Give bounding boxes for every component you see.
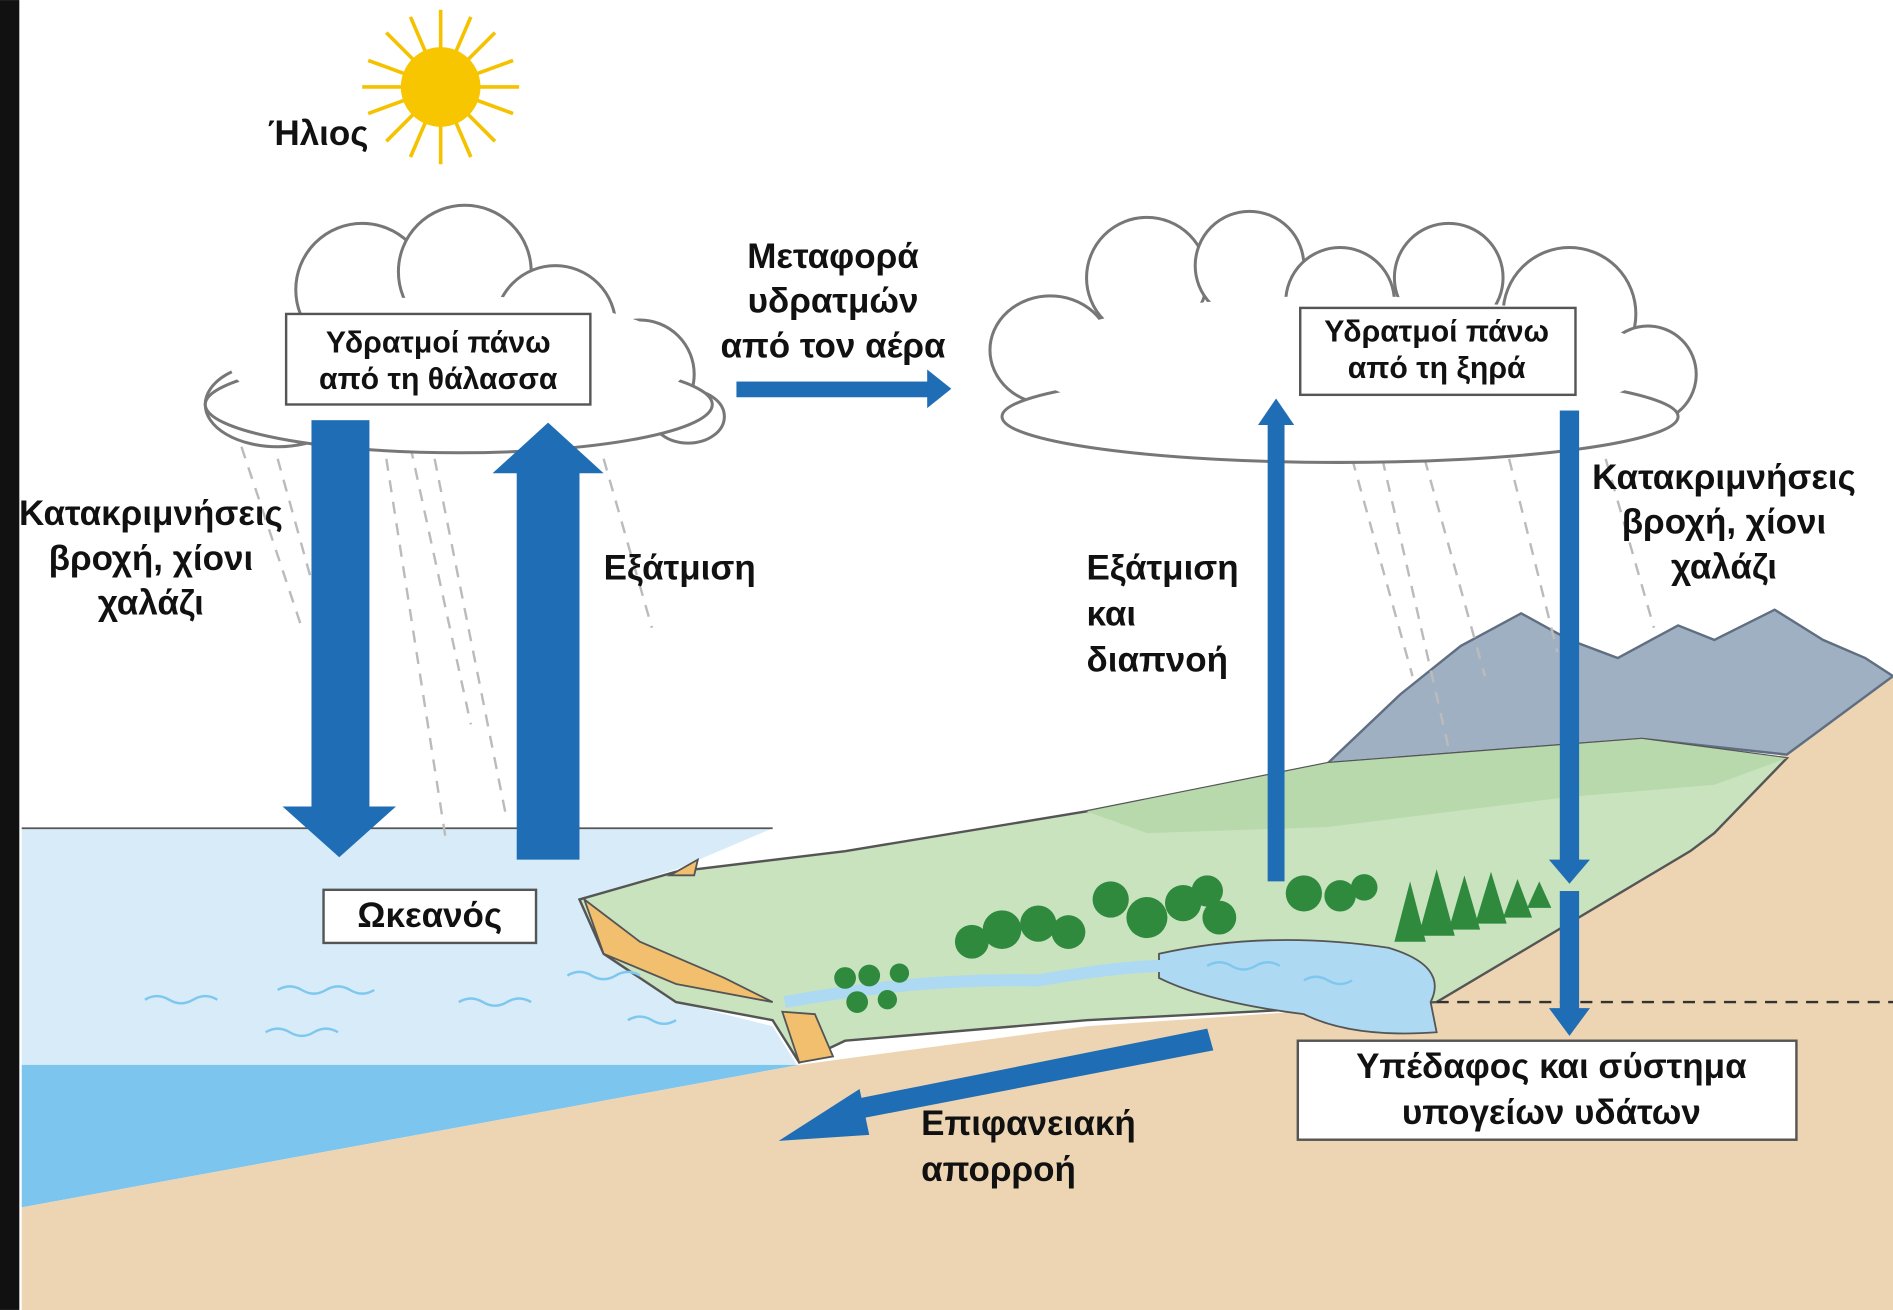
sea-vapor-label: από τη θάλασσα — [319, 363, 558, 396]
groundwater-label: Υπέδαφος και σύστημα — [1356, 1047, 1747, 1086]
transport-label: από τον αέρα — [720, 326, 946, 365]
evaporation-label: Εξάτμιση — [604, 549, 756, 588]
land-vapor-label: Υδρατμοί πάνω — [1324, 316, 1549, 349]
precipitation-label: χαλάζι — [98, 584, 204, 623]
land-vapor-label: από τη ξηρά — [1348, 352, 1526, 385]
precipitation-label: Κατακριμνήσεις — [1592, 458, 1856, 497]
ocean-label: Ωκεανός — [357, 896, 502, 935]
left-border — [0, 0, 19, 1310]
diagram: Ήλιος Εξάτμιση Ωκεανός Υδρατμοί πάνωαπό … — [0, 0, 1893, 1310]
precipitation-label: Κατακριμνήσεις — [19, 494, 283, 533]
sun-label: Ήλιος — [268, 114, 368, 153]
sea-vapor-label: Υδρατμοί πάνω — [326, 327, 551, 360]
precipitation-label: βροχή, χίονι — [49, 539, 254, 578]
runoff-label: απορροή — [921, 1150, 1076, 1189]
transport-label: Μεταφορά — [747, 237, 919, 276]
evapotranspiration-label: διαπνοή — [1087, 640, 1229, 679]
runoff-label: Επιφανειακή — [921, 1104, 1136, 1143]
groundwater-label: υπογείων υδάτων — [1402, 1093, 1701, 1132]
evapotranspiration-label: Εξάτμιση — [1087, 549, 1239, 588]
transport-label: υδρατμών — [748, 282, 919, 321]
precipitation-label: βροχή, χίονι — [1622, 503, 1827, 542]
page: {"sun_label": "Ήλιος", "sea_vapor": {"li… — [0, 0, 1893, 1310]
precipitation-label: χαλάζι — [1671, 547, 1777, 586]
evapotranspiration-label: και — [1087, 594, 1137, 633]
